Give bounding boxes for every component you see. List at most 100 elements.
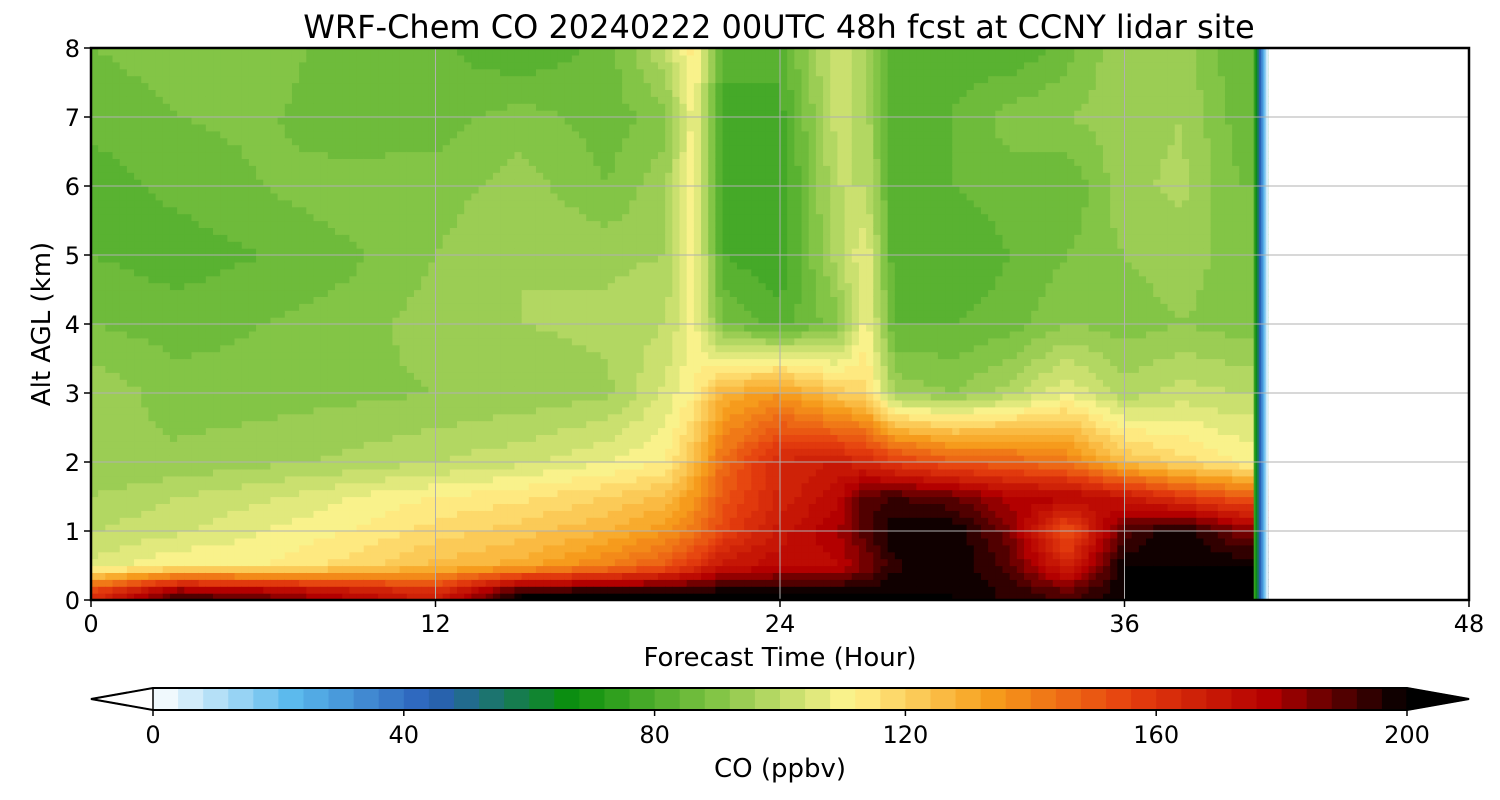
heat-cell <box>492 593 501 600</box>
heat-cell <box>478 144 487 153</box>
heat-cell <box>134 441 142 449</box>
heat-cell <box>385 413 394 422</box>
heat-cell <box>112 531 121 539</box>
heat-cell <box>406 337 415 346</box>
heat-cell <box>342 255 350 263</box>
heat-cell <box>148 75 157 84</box>
heat-cell <box>500 420 508 429</box>
heat-cell <box>370 186 379 194</box>
heat-cell <box>263 275 272 284</box>
heat-cell <box>126 544 135 553</box>
heat-cell <box>227 420 236 429</box>
heat-cell <box>413 61 422 70</box>
heat-cell <box>421 103 429 111</box>
heat-cell <box>457 110 465 118</box>
heat-cell <box>198 282 207 291</box>
heat-cell <box>500 379 508 387</box>
heat-cell <box>148 337 157 346</box>
heat-cell <box>335 268 343 277</box>
heat-cell <box>320 586 329 594</box>
heat-cell <box>464 503 472 511</box>
heat-cell <box>385 358 394 366</box>
heat-cell <box>105 220 114 228</box>
heat-cell <box>119 482 128 491</box>
heat-cell <box>363 517 372 525</box>
heat-cell <box>177 531 185 539</box>
heat-cell <box>471 531 480 539</box>
heat-cell <box>399 337 408 346</box>
heat-cell <box>134 496 142 504</box>
heat-cell <box>306 330 315 339</box>
heat-cell <box>457 117 465 125</box>
heat-cell <box>198 137 207 146</box>
heat-cell <box>248 303 257 311</box>
heat-cell <box>169 172 178 180</box>
heat-cell <box>449 130 458 139</box>
heat-cell <box>177 165 185 173</box>
heat-cell <box>241 524 250 532</box>
heat-cell <box>270 489 279 498</box>
heat-cell <box>306 537 315 546</box>
heat-cell <box>177 303 185 311</box>
heat-cell <box>91 282 99 291</box>
heat-cell <box>270 572 279 580</box>
heat-cell <box>342 386 350 394</box>
heat-cell <box>313 531 322 539</box>
heat-cell <box>435 303 444 311</box>
heat-cell <box>155 103 164 111</box>
heat-cell <box>335 54 343 63</box>
heat-cell <box>270 324 279 332</box>
heat-cell <box>112 172 121 180</box>
heat-cell <box>220 227 228 235</box>
heat-cell <box>356 448 365 456</box>
heat-cell <box>277 358 286 366</box>
heat-cell <box>112 386 121 394</box>
heat-cell <box>363 503 372 511</box>
heat-cell <box>91 54 99 63</box>
heat-cell <box>291 227 300 235</box>
heat-cell <box>148 503 157 511</box>
heat-cell <box>169 54 178 63</box>
heat-cell <box>392 151 401 159</box>
heat-cell <box>234 75 243 84</box>
heat-cell <box>370 393 379 401</box>
heat-cell <box>313 192 322 201</box>
heat-cell <box>112 103 121 111</box>
heat-cell <box>134 213 142 222</box>
heat-cell <box>141 358 150 366</box>
heat-cell <box>263 130 272 139</box>
heat-cell <box>356 241 365 249</box>
heat-cell <box>528 468 537 477</box>
heat-cell <box>478 158 487 166</box>
heat-cell <box>119 551 128 560</box>
heat-cell <box>119 303 128 311</box>
heat-cell <box>507 324 516 332</box>
heat-cell <box>227 358 236 366</box>
heat-cell <box>155 344 164 353</box>
heat-cell <box>184 123 193 132</box>
heat-cell <box>478 137 487 146</box>
heat-cell <box>478 89 487 97</box>
heat-cell <box>399 517 408 525</box>
heat-cell <box>291 524 300 532</box>
heat-cell <box>284 48 293 56</box>
heat-cell <box>363 213 372 222</box>
heat-cell <box>349 468 358 477</box>
heat-cell <box>485 234 494 242</box>
heat-cell <box>413 344 422 353</box>
heat-cell <box>227 186 236 194</box>
heat-cell <box>428 172 437 180</box>
heat-cell <box>442 137 451 146</box>
heat-cell <box>435 468 444 477</box>
heat-cell <box>507 379 516 387</box>
heat-cell <box>392 303 401 311</box>
heat-cell <box>306 586 315 594</box>
heat-cell <box>370 344 379 353</box>
heat-cell <box>213 393 221 401</box>
heat-cell <box>184 579 193 587</box>
heat-cell <box>478 344 487 353</box>
heat-cell <box>428 199 437 208</box>
heat-cell <box>492 565 501 573</box>
heat-cell <box>507 289 516 297</box>
heat-cell <box>112 551 121 560</box>
